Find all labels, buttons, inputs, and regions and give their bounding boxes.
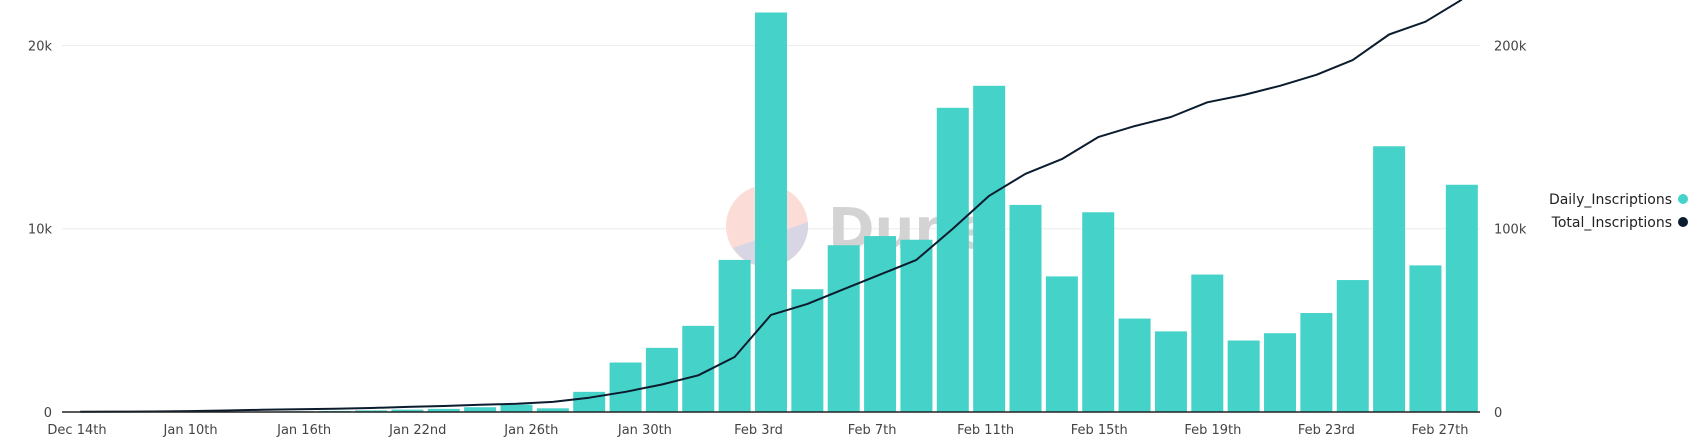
right-tick-label: 100k: [1494, 223, 1527, 238]
bar: [1118, 318, 1151, 412]
bar: [500, 404, 533, 412]
x-tick-label: Dec 14th: [47, 423, 106, 438]
x-tick-label: Jan 16th: [276, 423, 331, 438]
bar: [427, 408, 460, 412]
bar: [864, 236, 897, 412]
right-tick-label: 200k: [1494, 39, 1527, 54]
bar: [1336, 280, 1369, 412]
legend-label: Total_Inscriptions: [1551, 215, 1672, 231]
bar: [645, 347, 678, 412]
legend: Daily_Inscriptions Total_Inscriptions: [1549, 192, 1688, 231]
bar: [755, 12, 787, 413]
bar: [718, 259, 751, 412]
bar: [464, 407, 497, 412]
bar: [1409, 265, 1442, 412]
bar: [609, 362, 642, 412]
bar: [1227, 340, 1260, 412]
total-inscriptions-line: [80, 0, 1463, 413]
bar: [1373, 146, 1406, 413]
line-series-total-inscriptions: [80, 0, 1463, 413]
bar: [1009, 204, 1042, 412]
bar: [1300, 313, 1333, 412]
x-tick-label: Jan 30th: [617, 423, 672, 438]
x-tick-label: Feb 27th: [1411, 423, 1468, 438]
bar: [936, 107, 969, 412]
bar: [1045, 276, 1078, 412]
bar: [900, 239, 933, 412]
left-axis: 0 10k 20k: [28, 39, 53, 421]
bar: [573, 391, 606, 412]
x-tick-label: Jan 10th: [163, 423, 218, 438]
legend-marker: [1678, 217, 1688, 227]
x-tick-label: Feb 7th: [848, 423, 897, 438]
bar: [1191, 274, 1224, 412]
bar: [1154, 331, 1187, 412]
x-tick-label: Feb 19th: [1184, 423, 1241, 438]
x-tick-label: Feb 15th: [1071, 423, 1128, 438]
legend-marker: [1678, 194, 1688, 204]
x-tick-label: Feb 11th: [957, 423, 1014, 438]
bar: [1445, 184, 1478, 412]
x-tick-label: Jan 22nd: [388, 423, 446, 438]
left-tick-label: 10k: [28, 223, 53, 238]
bar: [973, 85, 1006, 412]
bar: [1082, 212, 1115, 412]
x-axis: Dec 14th Jan 10th Jan 16th Jan 22nd Jan 26th…: [47, 423, 1468, 438]
bar-series-daily-inscriptions: [64, 12, 1478, 413]
bar: [791, 289, 824, 412]
legend-label: Daily_Inscriptions: [1549, 192, 1672, 208]
right-tick-label: 0: [1494, 406, 1502, 421]
left-tick-label: 0: [44, 406, 52, 421]
x-tick-label: Feb 3rd: [734, 423, 783, 438]
right-axis: 0 100k 200k: [1494, 39, 1527, 421]
bar: [827, 245, 860, 412]
x-tick-label: Jan 26th: [503, 423, 558, 438]
bar: [355, 410, 388, 412]
left-tick-label: 20k: [28, 39, 53, 54]
bar: [1264, 333, 1297, 412]
bar: [536, 408, 569, 412]
bar: [391, 409, 424, 412]
x-tick-label: Feb 23rd: [1298, 423, 1355, 438]
